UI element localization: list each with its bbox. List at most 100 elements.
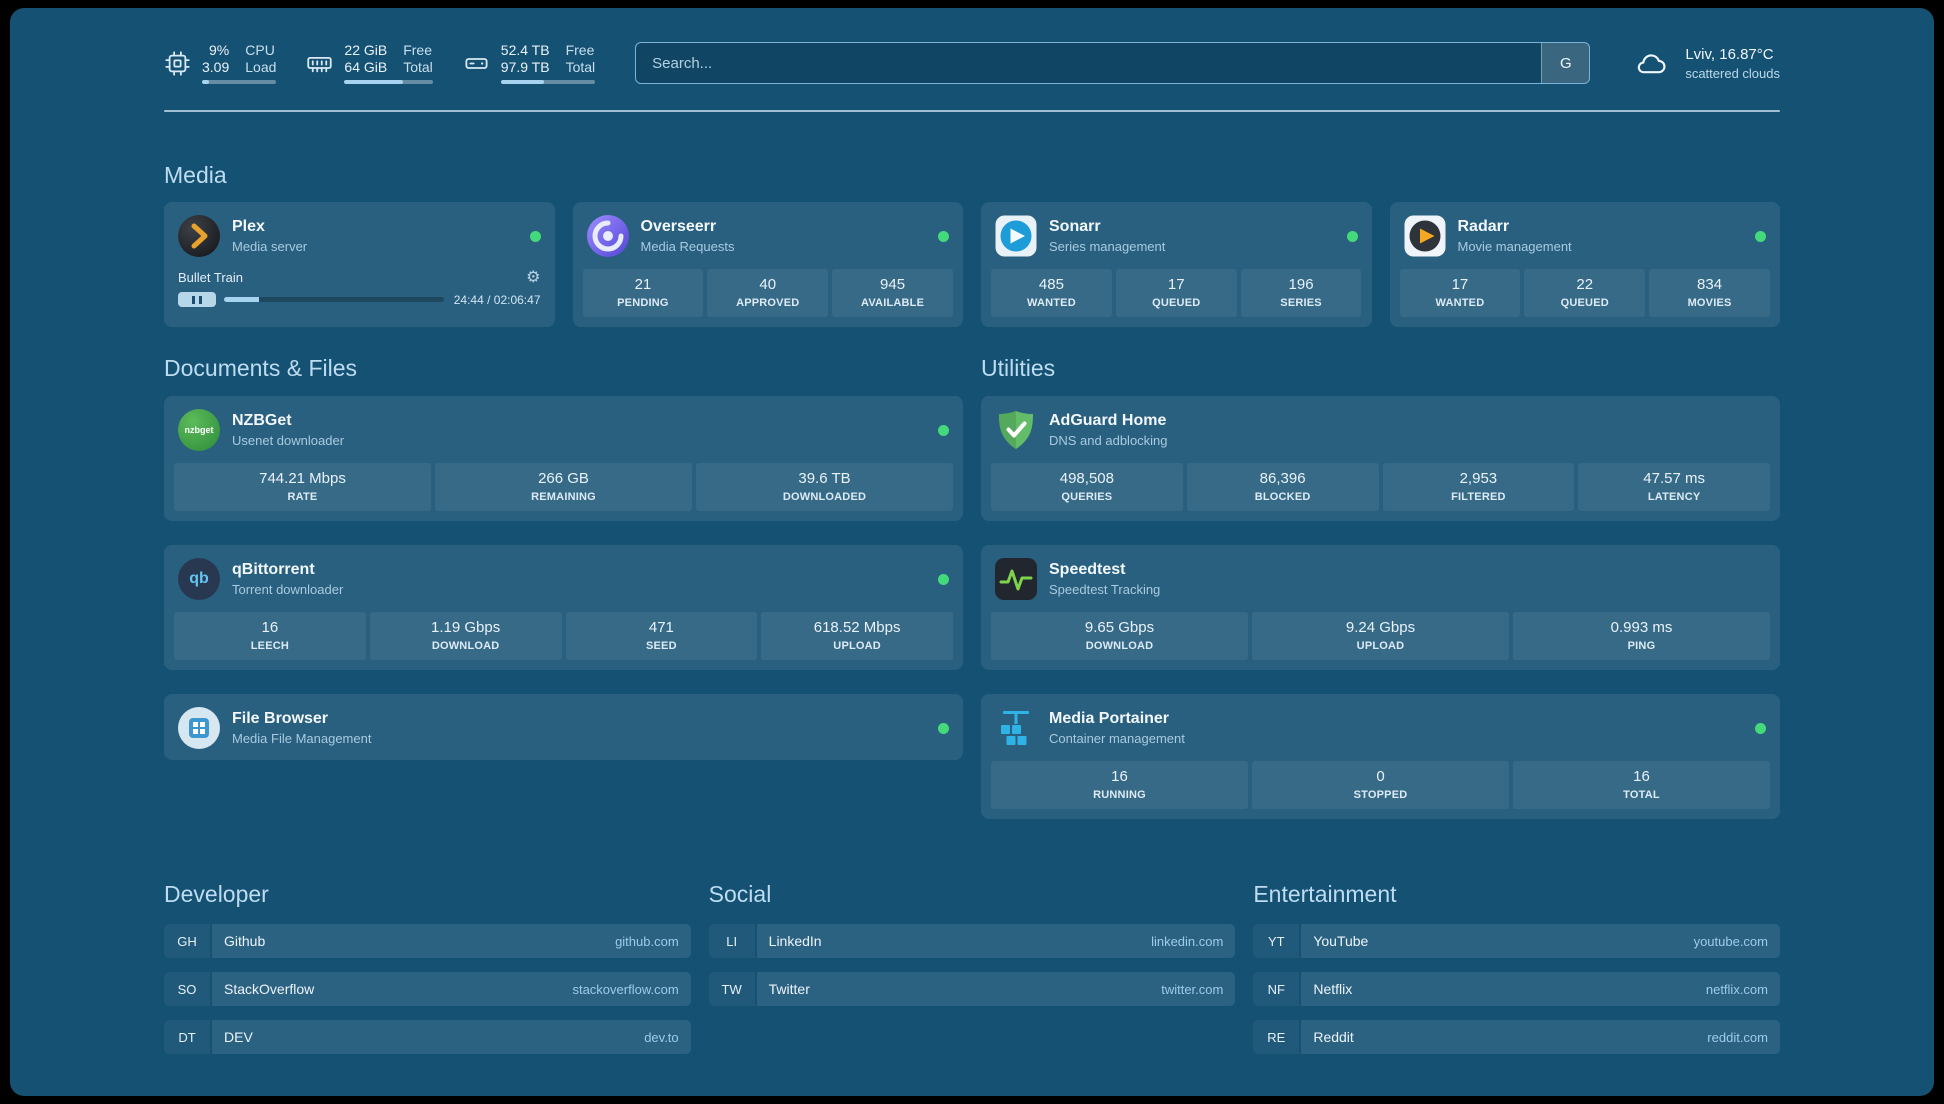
service-card-qbittorrent[interactable]: qb qBittorrent Torrent downloader 16 LEE… bbox=[164, 545, 963, 670]
stat-label: DOWNLOAD bbox=[1085, 640, 1154, 652]
stat-upload: 618.52 Mbps UPLOAD bbox=[761, 612, 953, 660]
bookmark-url: linkedin.com bbox=[1151, 933, 1224, 949]
stat-label: QUERIES bbox=[1061, 491, 1113, 503]
service-card-portainer[interactable]: Media Portainer Container management 16 … bbox=[981, 694, 1780, 819]
cpu-load-value: 3.09 bbox=[202, 59, 230, 75]
stat-label: LEECH bbox=[250, 640, 290, 652]
stat-wanted: 17 WANTED bbox=[1399, 269, 1521, 317]
memory-free-label: Free bbox=[403, 42, 433, 58]
bookmark-group-developer: Developer GH Github github.com SO StackO… bbox=[164, 881, 691, 1068]
bookmark-dev[interactable]: DT DEV dev.to bbox=[164, 1020, 691, 1054]
gear-icon[interactable]: ⚙ bbox=[526, 267, 541, 286]
section-heading-utilities: Utilities bbox=[981, 355, 1056, 381]
service-card-sonarr[interactable]: Sonarr Series management 485 WANTED 17 Q… bbox=[981, 202, 1372, 327]
stat-label: UPLOAD bbox=[833, 640, 881, 652]
stat-label: PING bbox=[1627, 640, 1656, 652]
stat-downloaded: 39.6 TB DOWNLOADED bbox=[696, 463, 953, 511]
service-card-adguard[interactable]: AdGuard Home DNS and adblocking 498,508 … bbox=[981, 396, 1780, 521]
service-card-filebrowser[interactable]: File Browser Media File Management bbox=[164, 694, 963, 760]
disk-icon bbox=[463, 50, 490, 77]
service-card-overseerr[interactable]: Overseerr Media Requests 21 PENDING 40 A… bbox=[572, 202, 963, 327]
service-title: File Browser bbox=[232, 710, 329, 727]
bookmark-url: twitter.com bbox=[1161, 981, 1224, 997]
bookmark-linkedin[interactable]: LI LinkedIn linkedin.com bbox=[708, 924, 1236, 958]
disk-total-value: 97.9 TB bbox=[500, 59, 550, 75]
bookmark-name: DEV bbox=[224, 1029, 253, 1045]
service-card-radarr[interactable]: Radarr Movie management 17 WANTED 22 QUE… bbox=[1389, 202, 1780, 327]
pause-button[interactable] bbox=[178, 292, 216, 307]
stat-series: 196 SERIES bbox=[1240, 269, 1362, 317]
section-heading-social: Social bbox=[708, 881, 772, 907]
memory-widget: 22 GiB Free 64 GiB Total bbox=[306, 42, 433, 84]
service-card-plex[interactable]: Plex Media server Bullet Train ⚙ 24:44 /… bbox=[164, 202, 555, 327]
topbar-divider bbox=[164, 110, 1780, 112]
weather-widget[interactable]: Lviv, 16.87°C scattered clouds bbox=[1630, 46, 1780, 81]
stat-value: 39.6 TB bbox=[798, 470, 851, 487]
bookmark-url: dev.to bbox=[644, 1029, 679, 1045]
stat-queries: 498,508 QUERIES bbox=[991, 463, 1183, 511]
search-input[interactable] bbox=[636, 43, 1542, 83]
bookmark-netflix[interactable]: NF Netflix netflix.com bbox=[1253, 972, 1780, 1006]
service-title: Sonarr bbox=[1049, 218, 1101, 235]
nzbget-icon: nzbget bbox=[178, 409, 220, 451]
stat-value: 0.993 ms bbox=[1610, 619, 1673, 636]
stat-value: 16 bbox=[1633, 768, 1650, 785]
memory-free-value: 22 GiB bbox=[344, 42, 388, 58]
bookmark-abbr: SO bbox=[164, 972, 210, 1006]
service-card-nzbget[interactable]: nzbget NZBGet Usenet downloader 744.21 M… bbox=[164, 396, 963, 521]
bookmark-url: stackoverflow.com bbox=[572, 981, 679, 997]
disk-total-label: Total bbox=[565, 59, 596, 75]
stat-label: TOTAL bbox=[1623, 789, 1660, 801]
stat-label: REMAINING bbox=[531, 491, 596, 503]
stat-value: 9.24 Gbps bbox=[1345, 619, 1416, 636]
stat-latency: 47.57 ms LATENCY bbox=[1578, 463, 1770, 511]
bookmark-twitter[interactable]: TW Twitter twitter.com bbox=[708, 972, 1236, 1006]
playback-time: 24:44 / 02:06:47 bbox=[453, 292, 541, 307]
stat-value: 196 bbox=[1288, 276, 1314, 293]
bookmark-stackoverflow[interactable]: SO StackOverflow stackoverflow.com bbox=[164, 972, 691, 1006]
weather-condition: scattered clouds bbox=[1685, 65, 1780, 81]
bookmark-group-entertainment: Entertainment YT YouTube youtube.com NF … bbox=[1253, 881, 1780, 1068]
stat-label: APPROVED bbox=[736, 297, 800, 309]
service-card-speedtest[interactable]: Speedtest Speedtest Tracking 9.65 Gbps D… bbox=[981, 545, 1780, 670]
service-title: NZBGet bbox=[232, 412, 292, 429]
stat-label: RATE bbox=[287, 491, 318, 503]
stat-filtered: 2,953 FILTERED bbox=[1382, 463, 1575, 511]
stat-label: RUNNING bbox=[1093, 789, 1146, 801]
plex-icon bbox=[178, 215, 220, 257]
service-title: Radarr bbox=[1457, 218, 1510, 235]
status-dot bbox=[1755, 230, 1766, 242]
status-dot bbox=[938, 573, 949, 585]
service-title: Speedtest bbox=[1049, 561, 1126, 578]
speedtest-icon bbox=[995, 558, 1037, 600]
sonarr-icon bbox=[995, 215, 1037, 257]
bookmark-url: github.com bbox=[615, 933, 679, 949]
overseerr-icon bbox=[586, 215, 629, 257]
section-heading-developer: Developer bbox=[164, 881, 269, 907]
bookmark-name: StackOverflow bbox=[224, 981, 315, 997]
bookmark-youtube[interactable]: YT YouTube youtube.com bbox=[1253, 924, 1780, 958]
status-dot bbox=[1346, 230, 1358, 242]
memory-total-label: Total bbox=[403, 59, 433, 75]
stat-value: 744.21 Mbps bbox=[259, 470, 346, 487]
disk-free-label: Free bbox=[565, 42, 595, 58]
stat-value: 1.19 Gbps bbox=[431, 619, 501, 636]
service-title: qBittorrent bbox=[232, 561, 315, 578]
stat-value: 266 GB bbox=[538, 470, 589, 487]
filebrowser-icon bbox=[178, 707, 220, 749]
stat-blocked: 86,396 BLOCKED bbox=[1186, 463, 1379, 511]
bookmark-name: Netflix bbox=[1313, 981, 1353, 997]
section-media: Media Plex Media server bbox=[164, 162, 1780, 327]
service-subtitle: Usenet downloader bbox=[232, 433, 345, 448]
stat-value: 0 bbox=[1376, 768, 1385, 785]
search-provider-button[interactable]: G bbox=[1541, 43, 1590, 83]
bookmark-github[interactable]: GH Github github.com bbox=[164, 924, 691, 958]
disk-widget: 52.4 TB Free 97.9 TB Total bbox=[463, 42, 596, 84]
status-dot bbox=[938, 424, 949, 436]
stat-download: 9.65 Gbps DOWNLOAD bbox=[991, 612, 1248, 660]
bookmark-abbr: GH bbox=[164, 924, 210, 958]
stat-value: 618.52 Mbps bbox=[813, 619, 901, 636]
section-utilities: Utilities AdGuard Home DNS and adblockin… bbox=[981, 355, 1780, 819]
bookmark-reddit[interactable]: RE Reddit reddit.com bbox=[1253, 1020, 1780, 1054]
